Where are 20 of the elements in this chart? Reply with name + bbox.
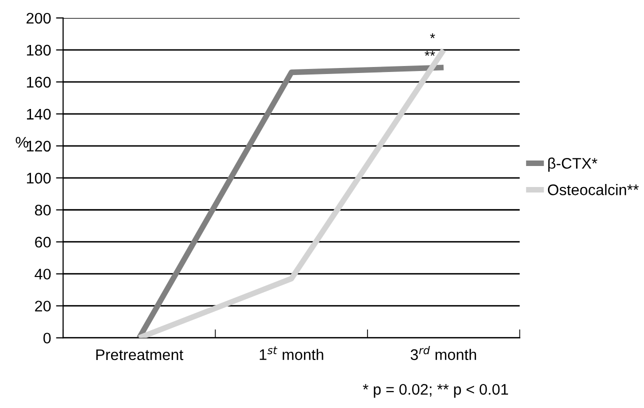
y-tick-label: 60 bbox=[35, 236, 51, 248]
y-tick-label: 100 bbox=[26, 172, 51, 184]
y-tick-label: 80 bbox=[34, 204, 51, 216]
y-tick-label: 0 bbox=[43, 332, 51, 344]
text: * p = 0.02; ** p < 0.01 bbox=[362, 384, 508, 398]
x-tick-label: 3$^{rd}$ month bbox=[410, 346, 476, 360]
annotation: ** bbox=[424, 50, 436, 56]
y-tick-label: 180 bbox=[26, 44, 51, 56]
annotation: * bbox=[430, 33, 436, 38]
legend-label: β-CTX* bbox=[548, 158, 598, 172]
y-tick-label: 20 bbox=[35, 300, 51, 312]
y-tick-label: 140 bbox=[26, 108, 51, 120]
x-tick-label: 1$^{st}$ month bbox=[260, 346, 324, 360]
y-tick-label: 40 bbox=[34, 268, 51, 280]
y-tick-label: 120 bbox=[26, 140, 51, 152]
y-axis-title: % bbox=[16, 136, 28, 148]
legend-label: Osteocalcin** bbox=[548, 184, 639, 196]
y-tick-label: 200 bbox=[26, 12, 51, 24]
y-tick-label: 160 bbox=[26, 76, 51, 88]
x-tick-label: Pretreatment bbox=[96, 349, 184, 360]
